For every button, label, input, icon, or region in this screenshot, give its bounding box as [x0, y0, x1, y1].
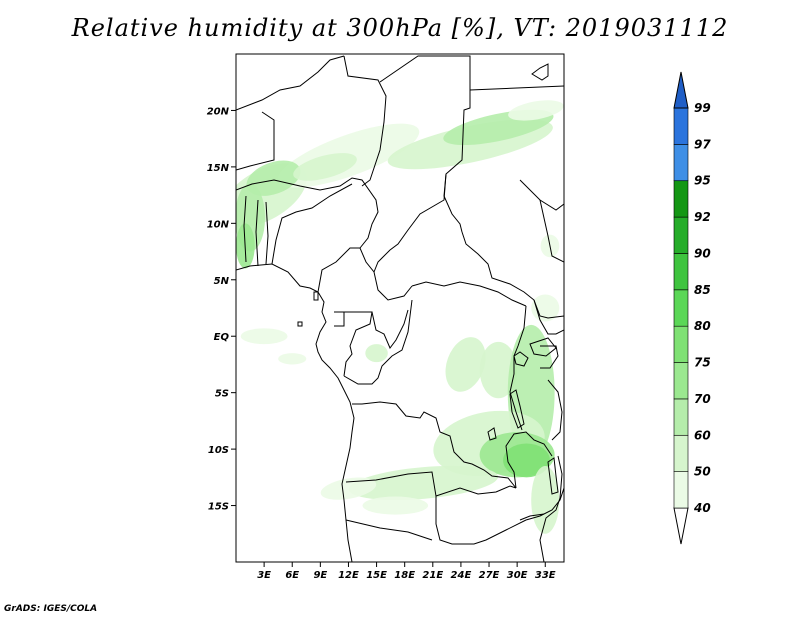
humidity-patch	[479, 341, 518, 399]
legend-swatch	[673, 325, 689, 363]
legend-swatch	[673, 434, 689, 472]
humidity-patch	[365, 344, 388, 363]
lat-tick-label: EQ	[214, 332, 230, 343]
legend-label: 99	[694, 101, 711, 115]
legend-label: 75	[694, 356, 711, 370]
humidity-patch	[240, 328, 288, 345]
lon-tick-label: 27E	[479, 570, 500, 581]
lat-tick-label: 15N	[207, 163, 230, 174]
legend-swatch	[673, 471, 689, 509]
legend-swatch	[673, 253, 689, 291]
lon-tick-label: 3E	[257, 570, 271, 581]
legend-label: 85	[694, 283, 711, 297]
country-borders	[236, 55, 564, 562]
humidity-patch	[503, 443, 550, 478]
humidity-patch	[531, 466, 560, 534]
axis-ticks: 20N 15N 10N 5N EQ 5S 10S 15S 3E 6E 9E 12E 15E 18E 21E 2…	[207, 106, 556, 581]
legend-label: 92	[694, 210, 711, 224]
lon-tick-label: 21E	[422, 570, 443, 581]
lon-tick-label: 15E	[366, 570, 387, 581]
legend-label: 70	[694, 392, 711, 406]
humidity-patch	[362, 496, 429, 515]
legend-label: 50	[694, 465, 711, 479]
legend-swatch	[673, 107, 689, 145]
humidity-patch	[445, 337, 486, 392]
grads-credit: GrADS: IGES/COLA	[4, 604, 98, 614]
lat-tick-label: 15S	[208, 502, 229, 513]
lon-tick-label: 12E	[338, 570, 359, 581]
lat-tick-label: 20N	[207, 106, 230, 117]
legend-label: 80	[694, 319, 711, 333]
humidity-patch	[246, 160, 301, 196]
legend-label: 40	[693, 501, 711, 515]
legend-swatch	[673, 398, 689, 436]
lon-tick-label: 33E	[535, 570, 556, 581]
legend-above-arrow	[673, 71, 689, 109]
legend-label: 97	[694, 137, 711, 151]
legend-swatch	[673, 144, 689, 182]
humidity-field	[236, 100, 564, 534]
lon-tick-label: 6E	[285, 570, 299, 581]
color-legend: 40 50 60 70 75 80 85 90 92 95 97 99	[673, 71, 711, 545]
lat-tick-label: 10S	[208, 445, 229, 456]
lon-tick-label: 18E	[394, 570, 415, 581]
lon-tick-label: 30E	[507, 570, 528, 581]
legend-swatch	[673, 362, 689, 400]
legend-label: 95	[694, 174, 711, 188]
legend-label: 90	[694, 246, 711, 260]
map-title: Relative humidity at 300hPa [%], VT: 201…	[71, 14, 729, 42]
legend-swatch	[673, 216, 689, 254]
lat-tick-label: 5N	[214, 276, 230, 287]
lon-tick-label: 9E	[313, 570, 327, 581]
humidity-patch	[293, 153, 357, 181]
lat-tick-label: 10N	[207, 219, 230, 230]
legend-swatch	[673, 289, 689, 327]
map-frame	[235, 53, 565, 563]
lat-tick-label: 5S	[215, 389, 229, 400]
humidity-patch	[508, 100, 564, 121]
humidity-patch	[278, 353, 307, 365]
legend-below-arrow	[673, 507, 689, 545]
legend-swatch	[673, 180, 689, 218]
humidity-patch	[348, 465, 499, 501]
lon-tick-label: 24E	[451, 570, 472, 581]
humidity-patch	[320, 477, 377, 500]
legend-label: 60	[694, 428, 711, 442]
